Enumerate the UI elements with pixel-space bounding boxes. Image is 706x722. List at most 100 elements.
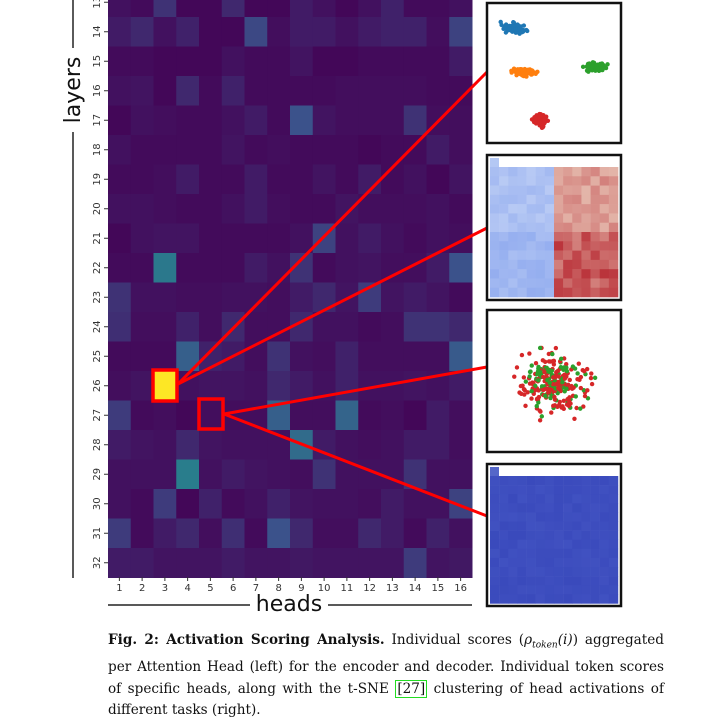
heatmap-cell-layer15-head5 — [199, 46, 223, 77]
score-cell — [599, 241, 610, 251]
heatmap-cell-layer14-head11 — [335, 17, 359, 47]
score-cell — [563, 494, 573, 504]
heatmap-cell-layer22-head10 — [312, 253, 336, 283]
heatmap-cell-layer13-head16 — [449, 0, 473, 18]
heatmap-cell-layer24-head15 — [426, 312, 450, 342]
score-cell — [517, 278, 527, 289]
score-cell — [599, 213, 610, 224]
score-cell — [544, 594, 555, 604]
panel-token-scores-2 — [485, 462, 623, 608]
scatter-point — [595, 66, 600, 71]
y-tick-label: 13 — [92, 0, 103, 9]
citation-link[interactable]: [27] — [395, 679, 428, 698]
heatmap-cell-layer29-head16 — [449, 459, 473, 490]
score-cell — [608, 287, 619, 298]
heatmap-cell-layer25-head15 — [426, 341, 450, 372]
heatmap-cell-layer24-head5 — [199, 312, 223, 342]
score-cell — [554, 185, 564, 196]
scatter-point — [535, 370, 541, 376]
score-cell — [581, 194, 591, 205]
score-cell — [599, 521, 610, 531]
score-cell — [581, 557, 591, 568]
heatmap-cell-layer30-head9 — [290, 489, 314, 519]
heatmap-cell-layer25-head1 — [108, 341, 132, 372]
heatmap-cell-layer31-head9 — [290, 518, 314, 549]
score-cell — [499, 548, 509, 559]
score-cell — [563, 503, 573, 513]
heatmap-cell-layer28-head15 — [426, 430, 450, 460]
score-cell — [581, 259, 591, 270]
heatmap-cell-layer17-head6 — [221, 105, 245, 136]
score-cell — [599, 204, 610, 214]
scatter-point — [568, 401, 573, 406]
x-tick-label: 15 — [432, 583, 445, 594]
panel-tsne-heads — [485, 308, 623, 454]
heatmap-cell-layer20-head9 — [290, 194, 314, 224]
score-cell — [581, 594, 591, 604]
x-tick-label: 1 — [116, 583, 122, 594]
heatmap-cell-layer31-head12 — [358, 518, 382, 549]
math-arg: (i) — [557, 632, 573, 648]
heatmap-cell-layer32-head6 — [221, 548, 245, 578]
scatter-point — [514, 365, 520, 370]
score-cell — [499, 512, 509, 522]
score-cell — [535, 521, 546, 531]
score-cell — [608, 503, 619, 513]
score-cell — [581, 567, 591, 577]
scatter-point — [526, 68, 531, 73]
heatmap-cell-layer19-head10 — [312, 164, 336, 195]
heatmap-cell-layer23-head9 — [290, 282, 314, 313]
heatmap-cell-layer24-head3 — [153, 312, 177, 342]
score-cell — [508, 557, 518, 568]
score-cell — [553, 539, 564, 550]
scatter-point — [582, 393, 588, 399]
heatmap-cell-layer31-head2 — [130, 518, 154, 549]
score-cell — [499, 594, 509, 604]
heatmap-cell-layer21-head11 — [335, 223, 359, 254]
score-cell — [535, 530, 546, 540]
heatmap-cell-layer31-head14 — [403, 518, 427, 549]
scatter-point — [498, 19, 503, 25]
score-cell — [599, 585, 610, 595]
heatmap-cell-layer18-head10 — [312, 135, 336, 165]
score-cell — [608, 204, 619, 214]
heatmap-cell-layer28-head11 — [335, 430, 359, 460]
scatter-point — [564, 368, 570, 374]
score-cell — [563, 576, 573, 586]
heatmap-cell-layer20-head10 — [312, 194, 336, 224]
score-cell — [526, 567, 536, 577]
score-cell — [544, 539, 555, 550]
heatmap-cell-layer21-head9 — [290, 223, 314, 254]
heatmap-cell-layer13-head15 — [426, 0, 450, 18]
heatmap-cell-layer30-head15 — [426, 489, 450, 519]
heatmap-cell-layer15-head15 — [426, 46, 450, 77]
heatmap-cell-layer18-head7 — [244, 135, 268, 165]
score-cell — [517, 594, 527, 604]
scatter-point — [592, 375, 598, 381]
score-cell — [517, 530, 527, 540]
scatter-point — [519, 352, 525, 358]
score-cell — [508, 485, 518, 495]
scatter-point — [537, 345, 543, 351]
score-cell — [535, 278, 546, 289]
score-cell — [608, 176, 619, 186]
heatmap-cell-layer17-head14 — [403, 105, 427, 136]
score-cell — [508, 232, 518, 242]
heatmap-cell-layer20-head15 — [426, 194, 450, 224]
heatmap-cell-layer19-head1 — [108, 164, 132, 195]
heatmap-cell-layer20-head1 — [108, 194, 132, 224]
score-cell — [526, 530, 536, 540]
score-cell — [572, 167, 582, 177]
heatmap-cell-layer13-head7 — [244, 0, 268, 18]
y-tick-label: 19 — [92, 173, 103, 186]
score-cell — [590, 176, 601, 186]
score-cell — [608, 548, 619, 559]
heatmap-cell-layer21-head6 — [221, 223, 245, 254]
score-cell — [499, 539, 509, 550]
score-cell — [490, 494, 500, 504]
score-cell — [508, 278, 518, 289]
heatmap-cell-layer23-head2 — [130, 282, 154, 313]
score-cell — [544, 194, 555, 205]
score-cell — [590, 250, 601, 261]
score-cell — [499, 269, 509, 279]
